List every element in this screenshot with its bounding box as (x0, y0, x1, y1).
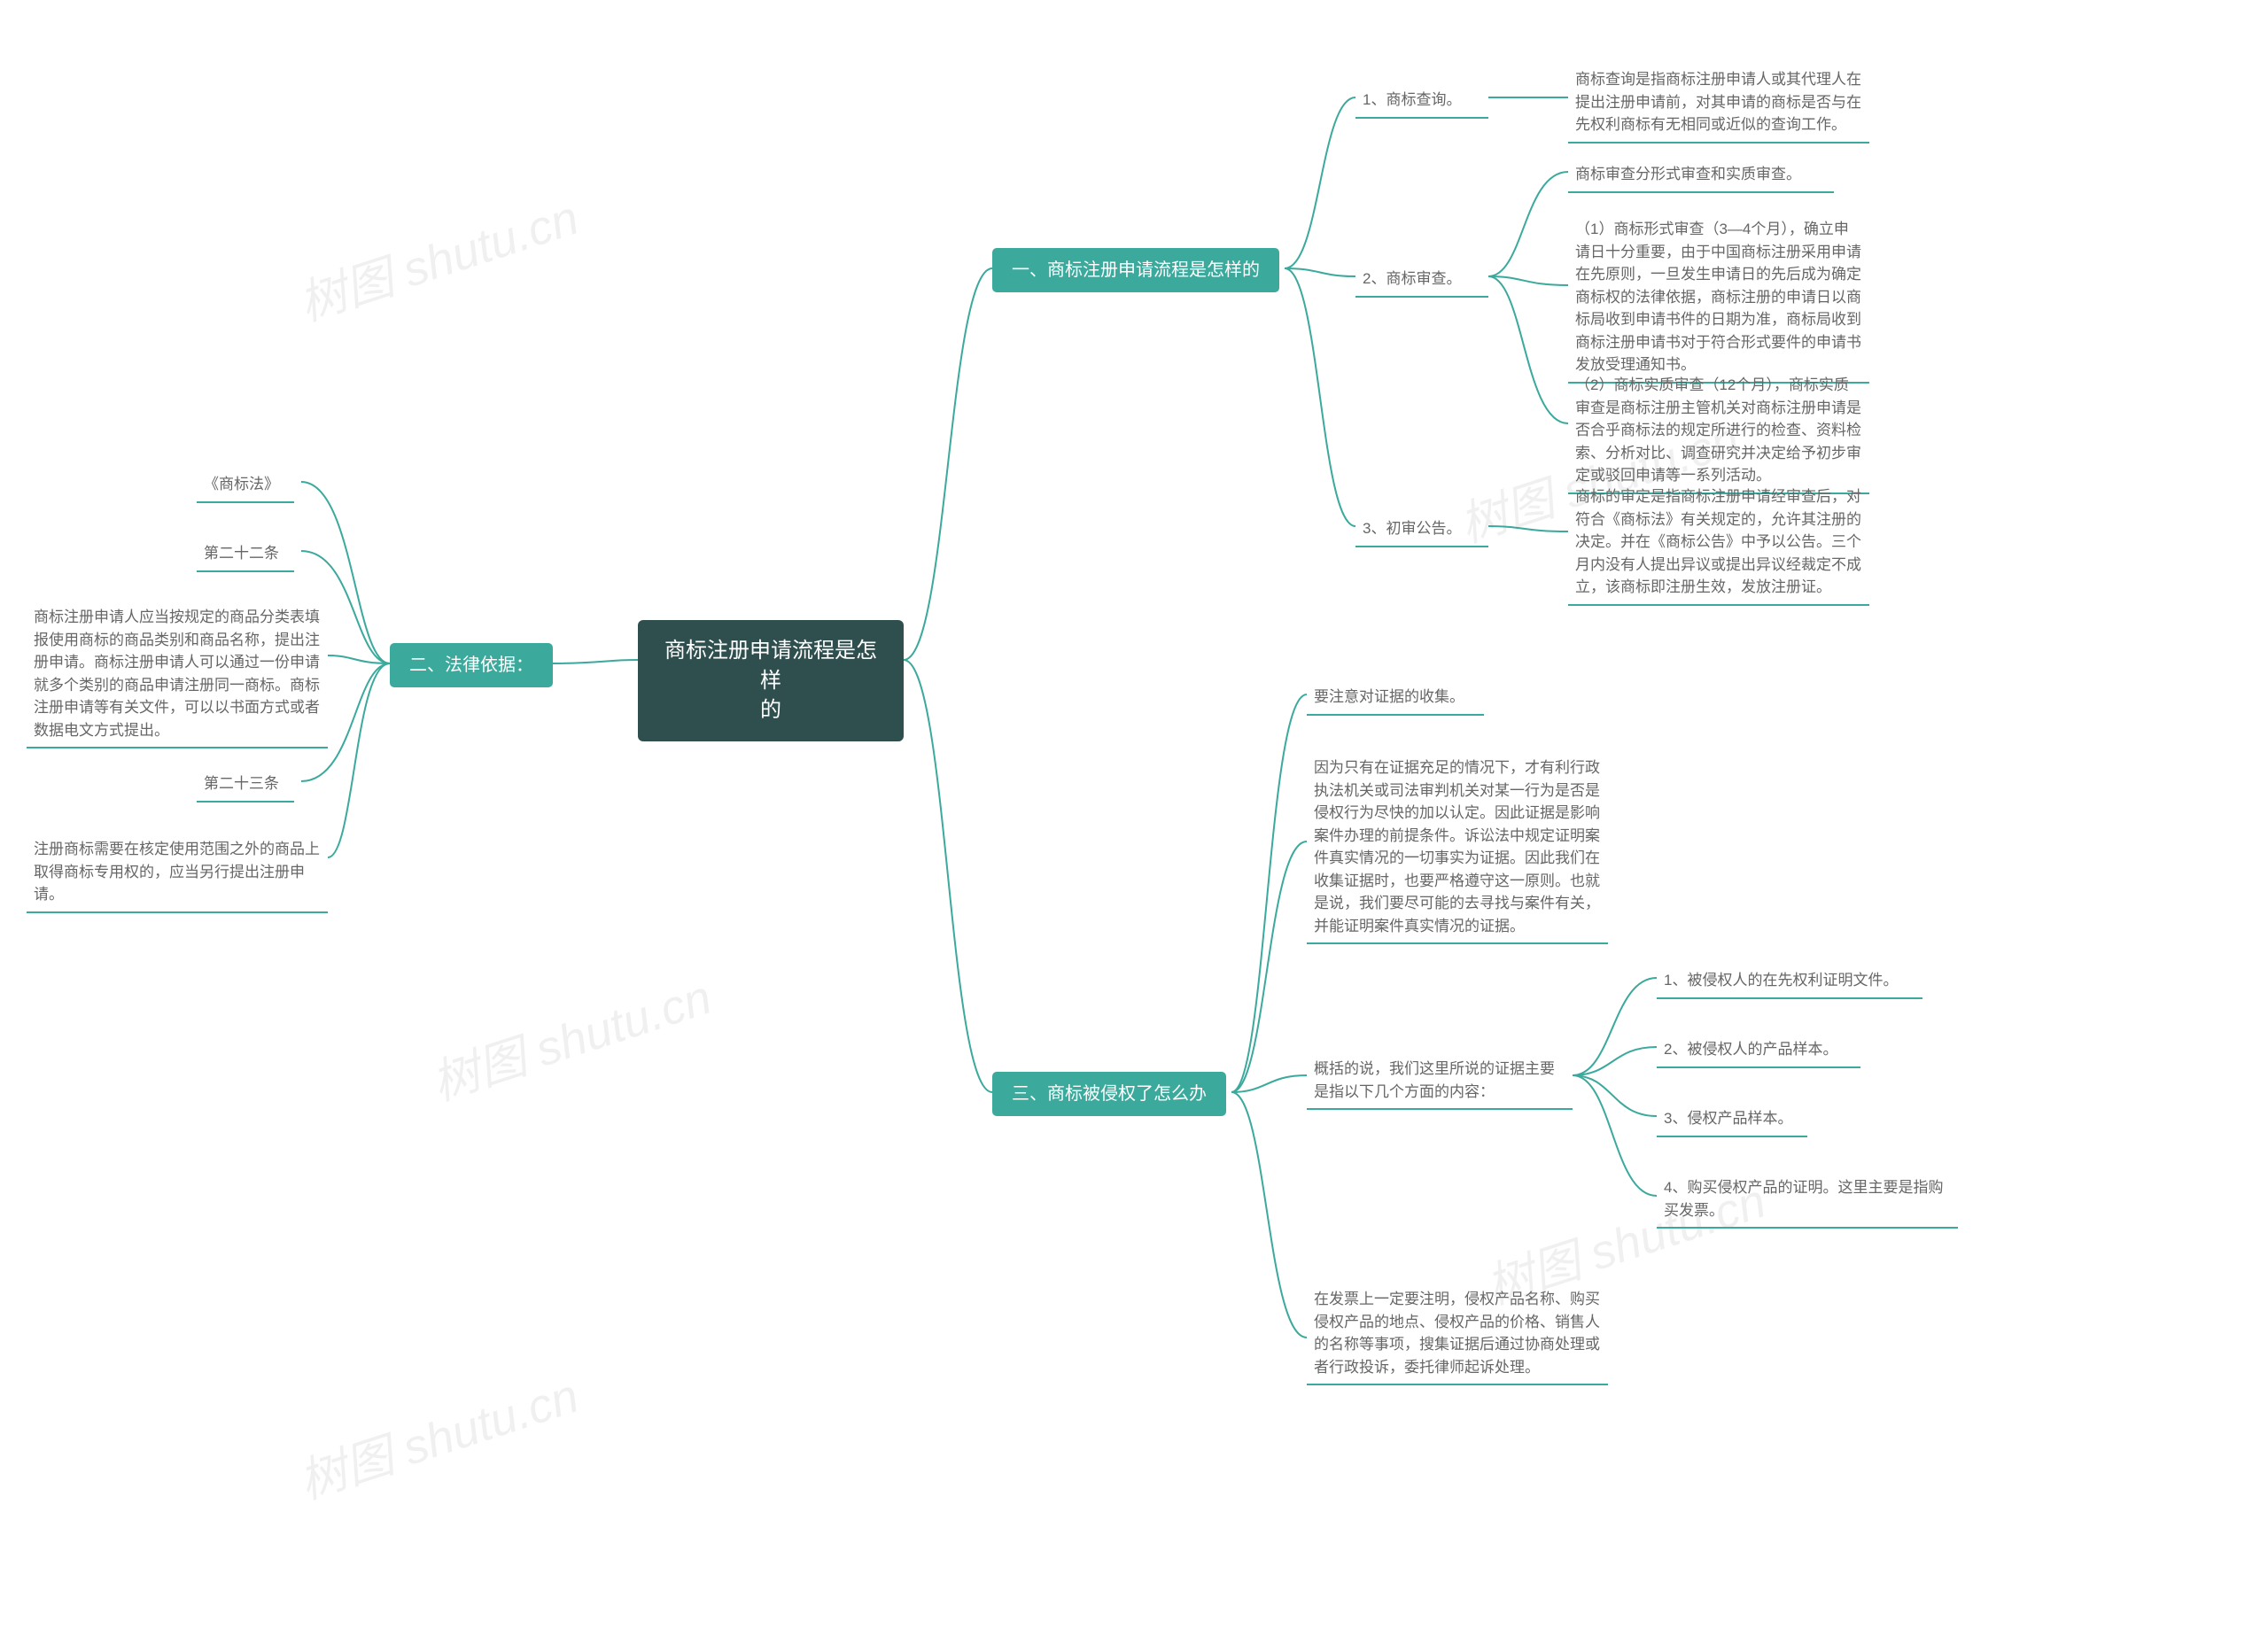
sec3-item3[interactable]: 概括的说，我们这里所说的证据主要是指以下几个方面的内容： (1307, 1054, 1573, 1110)
sec3-item3-d[interactable]: 4、购买侵权产品的证明。这里主要是指购买发票。 (1657, 1173, 1958, 1229)
sec2-item1[interactable]: 《商标法》 (197, 469, 294, 503)
sec3-item3-a[interactable]: 1、被侵权人的在先权利证明文件。 (1657, 965, 1922, 999)
sec1-item2[interactable]: 2、商标审查。 (1355, 264, 1488, 298)
sec3-item1[interactable]: 要注意对证据的收集。 (1307, 682, 1484, 716)
root-node[interactable]: 商标注册申请流程是怎样 的 (638, 620, 904, 741)
sec2-item5[interactable]: 注册商标需要在核定使用范围之外的商品上取得商标专用权的，应当另行提出注册申请。 (27, 834, 328, 913)
sec1-item3-desc[interactable]: 商标的审定是指商标注册申请经审查后，对符合《商标法》有关规定的，允许其注册的决定… (1568, 482, 1869, 606)
sec3-item2[interactable]: 因为只有在证据充足的情况下，才有利行政执法机关或司法审判机关对某一行为是否是侵权… (1307, 753, 1608, 944)
root-title-line1: 商标注册申请流程是怎样 (664, 639, 877, 693)
sec2-item4[interactable]: 第二十三条 (197, 769, 294, 803)
sec1-item2-c[interactable]: （2）商标实质审查（12个月），商标实质审查是商标注册主管机关对商标注册申请是否… (1568, 370, 1869, 494)
sec3-item3-c[interactable]: 3、侵权产品样本。 (1657, 1104, 1807, 1137)
watermark: 树图 shutu.cn (289, 178, 586, 334)
branch-1[interactable]: 一、商标注册申请流程是怎样的 (992, 248, 1279, 292)
root-title-line2: 的 (760, 698, 781, 722)
branch-3[interactable]: 三、商标被侵权了怎么办 (992, 1072, 1226, 1116)
sec1-item1-desc[interactable]: 商标查询是指商标注册申请人或其代理人在提出注册申请前，对其申请的商标是否与在先权… (1568, 65, 1869, 143)
sec2-item3[interactable]: 商标注册申请人应当按规定的商品分类表填报使用商标的商品类别和商品名称，提出注册申… (27, 602, 328, 748)
sec1-item3[interactable]: 3、初审公告。 (1355, 514, 1488, 547)
watermark: 树图 shutu.cn (422, 958, 719, 1113)
sec1-item2-b[interactable]: （1）商标形式审查（3—4个月），确立申请日十分重要，由于中国商标注册采用申请在… (1568, 214, 1869, 384)
watermark: 树图 shutu.cn (289, 1356, 586, 1512)
sec1-item2-a[interactable]: 商标审查分形式审查和实质审查。 (1568, 159, 1834, 193)
branch-2[interactable]: 二、法律依据： (390, 643, 553, 687)
connectors (0, 0, 2268, 1644)
sec3-item3-b[interactable]: 2、被侵权人的产品样本。 (1657, 1035, 1860, 1068)
sec2-item2[interactable]: 第二十二条 (197, 539, 294, 572)
sec1-item1[interactable]: 1、商标查询。 (1355, 85, 1488, 119)
sec3-item4[interactable]: 在发票上一定要注明，侵权产品名称、购买侵权产品的地点、侵权产品的价格、销售人的名… (1307, 1284, 1608, 1385)
